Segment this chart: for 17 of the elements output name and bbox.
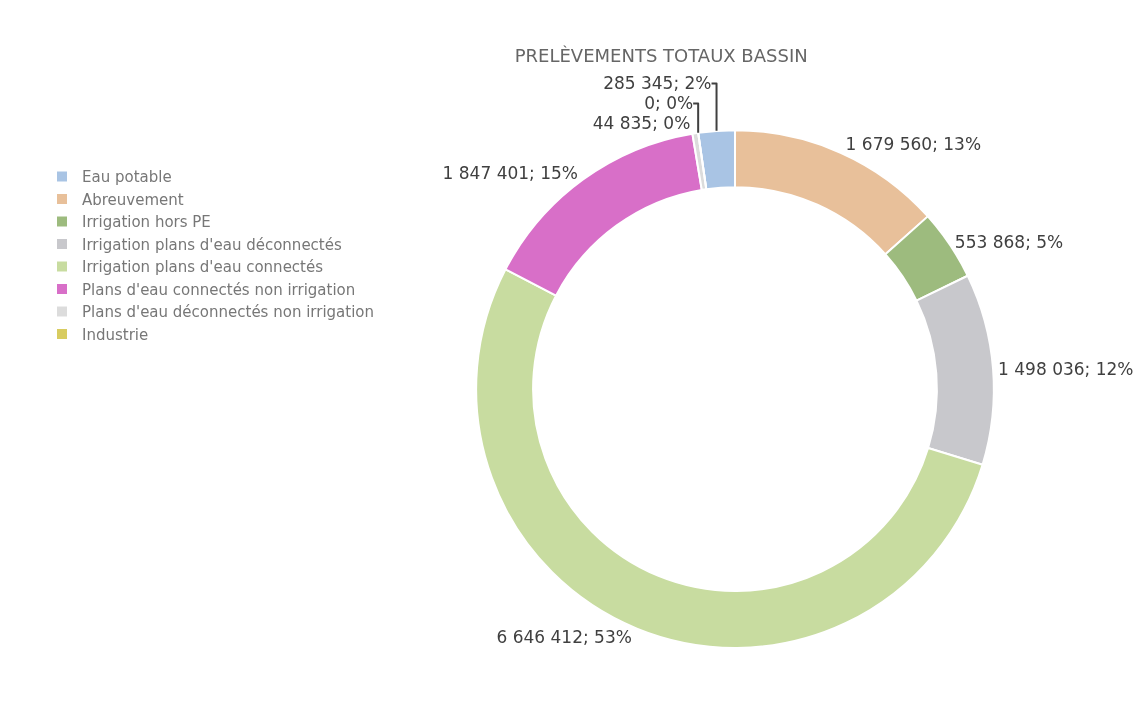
- legend-label: Plans d'eau déconnectés non irrigation: [82, 303, 375, 322]
- legend-label: Abreuvement: [82, 190, 184, 209]
- legend-label: Eau potable: [82, 168, 172, 187]
- data-label: 1 847 401; 15%: [442, 162, 579, 183]
- legend-label: Irrigation plans d'eau déconnectés: [82, 235, 342, 254]
- legend-label: Plans d'eau connectés non irrigation: [82, 280, 356, 299]
- data-label: 553 868; 5%: [954, 231, 1064, 252]
- legend-label: Irrigation hors PE: [82, 213, 211, 232]
- data-label: 1 498 036; 12%: [998, 358, 1134, 379]
- legend-label: Industrie: [82, 325, 149, 344]
- text: 0; 0%: [644, 93, 694, 114]
- data-label: 44 835; 0%: [592, 113, 691, 134]
- data-label: 1 679 560; 13%: [845, 134, 982, 155]
- data-label: 285 345; 2%: [603, 73, 712, 94]
- legend-label: Irrigation plans d'eau connectés: [82, 258, 324, 277]
- data-label: 6 646 412; 53%: [496, 627, 632, 648]
- chart-title: PRELÈVEMENTS TOTAUX BASSIN: [514, 44, 808, 66]
